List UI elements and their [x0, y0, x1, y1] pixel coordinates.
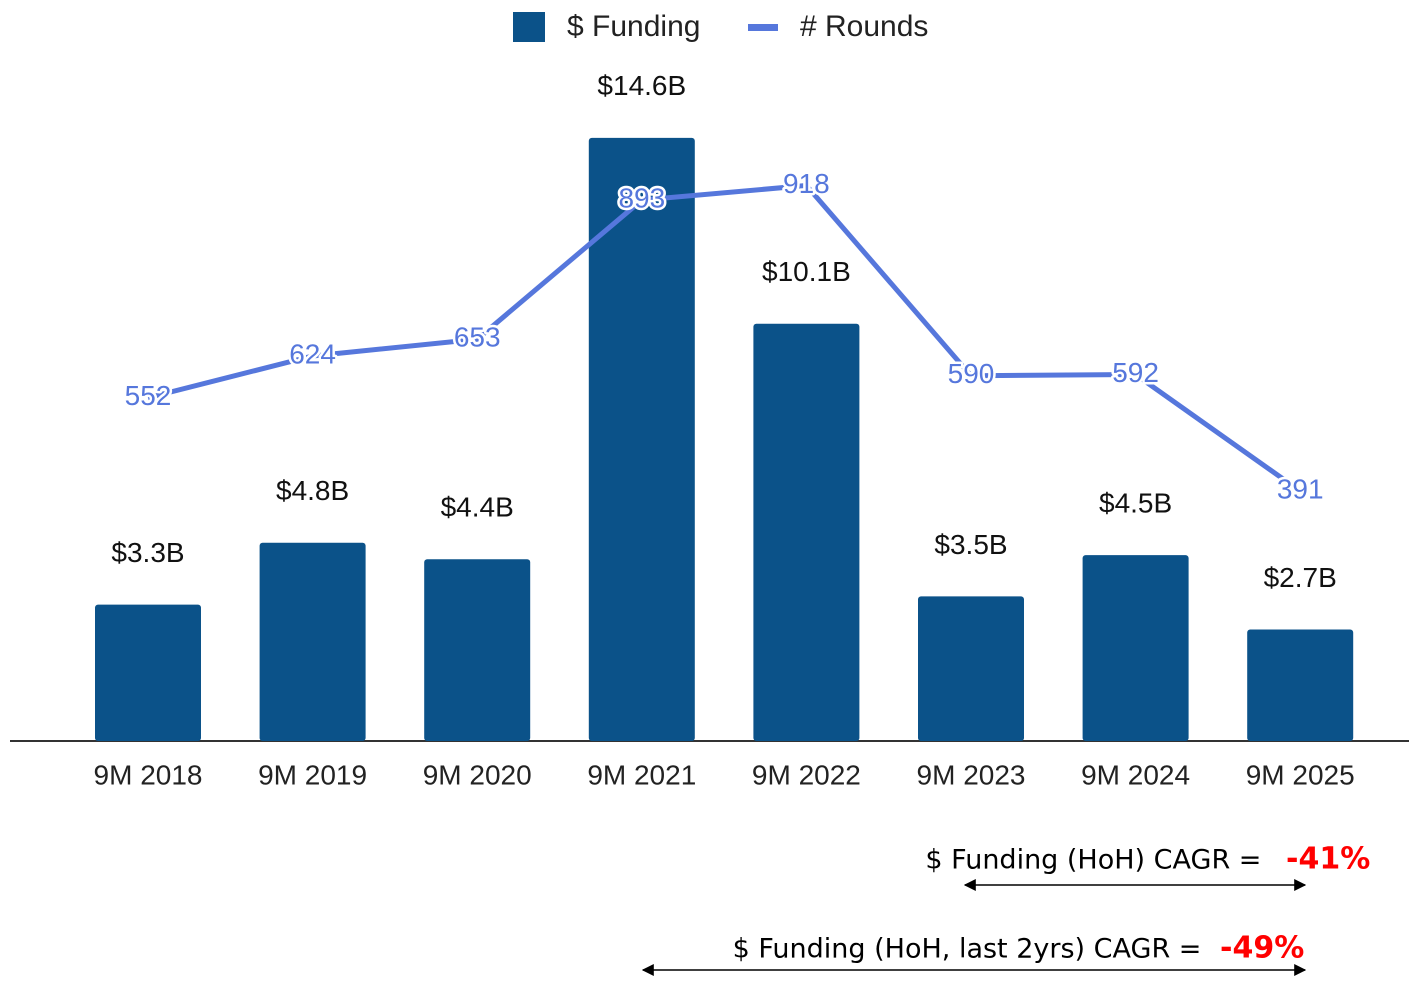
bar-label: $4.8B — [276, 475, 349, 506]
bar — [95, 604, 201, 741]
bar-label: $3.5B — [934, 529, 1007, 560]
x-tick-label: 9M 2021 — [587, 759, 696, 790]
bar — [1082, 555, 1189, 741]
line-label: 893 — [618, 182, 665, 213]
line-label: 592 — [1112, 357, 1159, 388]
legend-label: $ Funding — [567, 10, 700, 43]
line-label: 391 — [1277, 473, 1324, 504]
bar-label: $10.1B — [762, 256, 851, 287]
bar — [918, 596, 1024, 741]
x-tick-label: 9M 2022 — [752, 759, 861, 790]
legend-swatch — [748, 24, 778, 31]
x-tick-label: 9M 2020 — [423, 759, 532, 790]
bar-label: $14.6B — [597, 70, 686, 101]
line-label: 590 — [948, 358, 995, 389]
line-label: 624 — [289, 338, 336, 369]
bar-label: $3.3B — [111, 537, 184, 568]
annotation: $ Funding (HoH, last 2yrs) CAGR = — [733, 934, 1210, 965]
x-tick-label: 9M 2023 — [917, 759, 1026, 790]
bar — [753, 323, 860, 741]
legend-swatch — [513, 12, 545, 42]
line-label: 918 — [783, 168, 830, 199]
bar — [588, 137, 695, 741]
bar — [259, 542, 366, 741]
bar — [1247, 629, 1354, 741]
x-tick-label: 9M 2025 — [1246, 759, 1355, 790]
annotation-value: -49% — [1220, 931, 1304, 966]
bar-label: $4.4B — [441, 492, 514, 523]
line-label: 552 — [125, 380, 172, 411]
line-label: 653 — [454, 322, 501, 353]
bar-label: $2.7B — [1264, 562, 1337, 593]
line — [147, 182, 1302, 494]
annotation: $ Funding (HoH) CAGR = — [925, 845, 1270, 876]
annotation-value: -41% — [1286, 842, 1370, 877]
x-tick-label: 9M 2018 — [94, 759, 203, 790]
bar-label: $4.5B — [1099, 487, 1172, 518]
bar — [424, 559, 531, 741]
legend-label: # Rounds — [800, 10, 928, 43]
x-tick-label: 9M 2019 — [258, 759, 367, 790]
x-tick-label: 9M 2024 — [1081, 759, 1190, 790]
